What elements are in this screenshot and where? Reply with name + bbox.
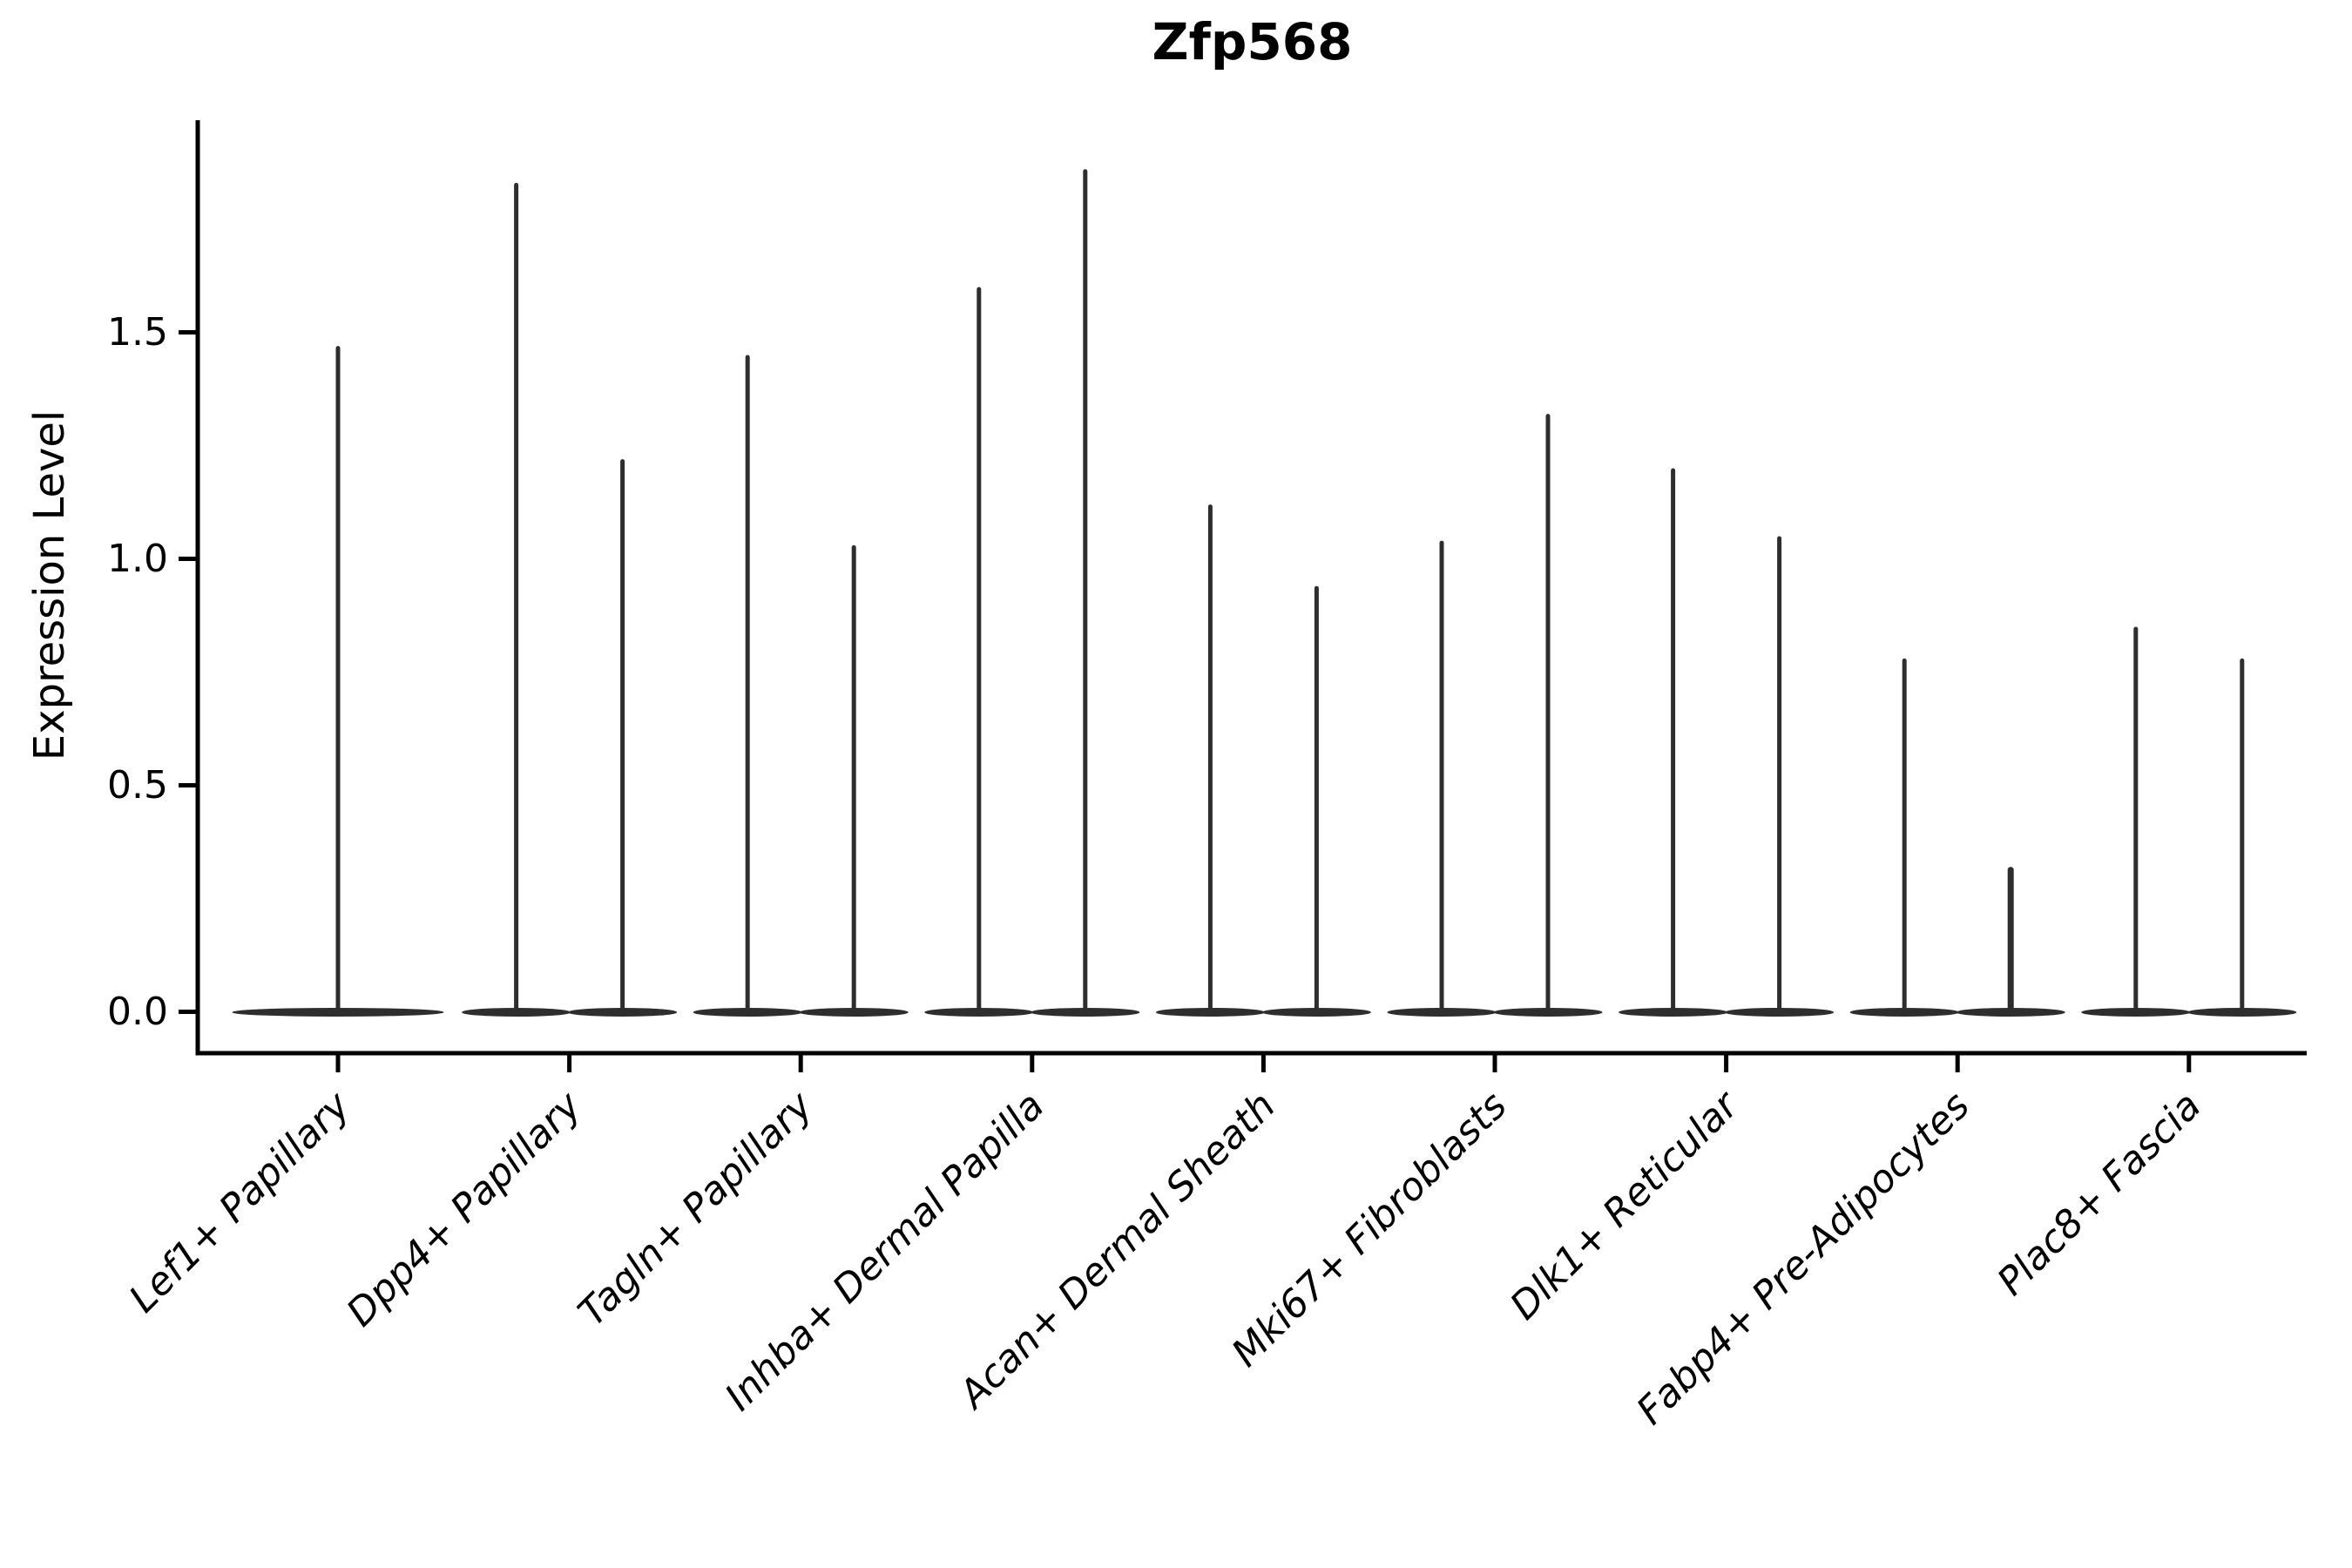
violin-body [2240,658,2245,1014]
violin-body [851,544,856,1014]
violin-body [2007,867,2014,1014]
violin-body [745,355,750,1014]
violin-body [1777,536,1782,1014]
x-tick-label: Dlk1+ Reticular [1502,1082,1748,1328]
violin-body [2133,626,2139,1014]
violin-body [335,346,341,1014]
y-tick-label: 1.5 [107,310,168,355]
violin-body [1083,169,1088,1014]
violin-body [1439,540,1444,1014]
violin-body [1671,468,1676,1014]
x-tick-label: Dpp4+ Papillary [338,1083,591,1335]
violin-body [1545,414,1551,1014]
y-tick-label: 0.0 [107,990,168,1034]
chart-title: Zfp568 [1152,12,1353,71]
y-tick-label: 0.5 [107,763,168,808]
violin-body [1314,585,1319,1014]
x-tick-label: Lef1+ Papillary [121,1083,360,1321]
violin-body [620,459,625,1014]
violin-body [514,182,519,1014]
violin-body [977,287,982,1014]
violin-body [1902,658,1907,1014]
x-tick-label: Plac8+ Fascia [1989,1084,2209,1304]
y-tick-label: 1.0 [107,537,168,581]
violin-body [1207,504,1213,1014]
x-tick-label: Tagln+ Papillary [570,1083,821,1335]
